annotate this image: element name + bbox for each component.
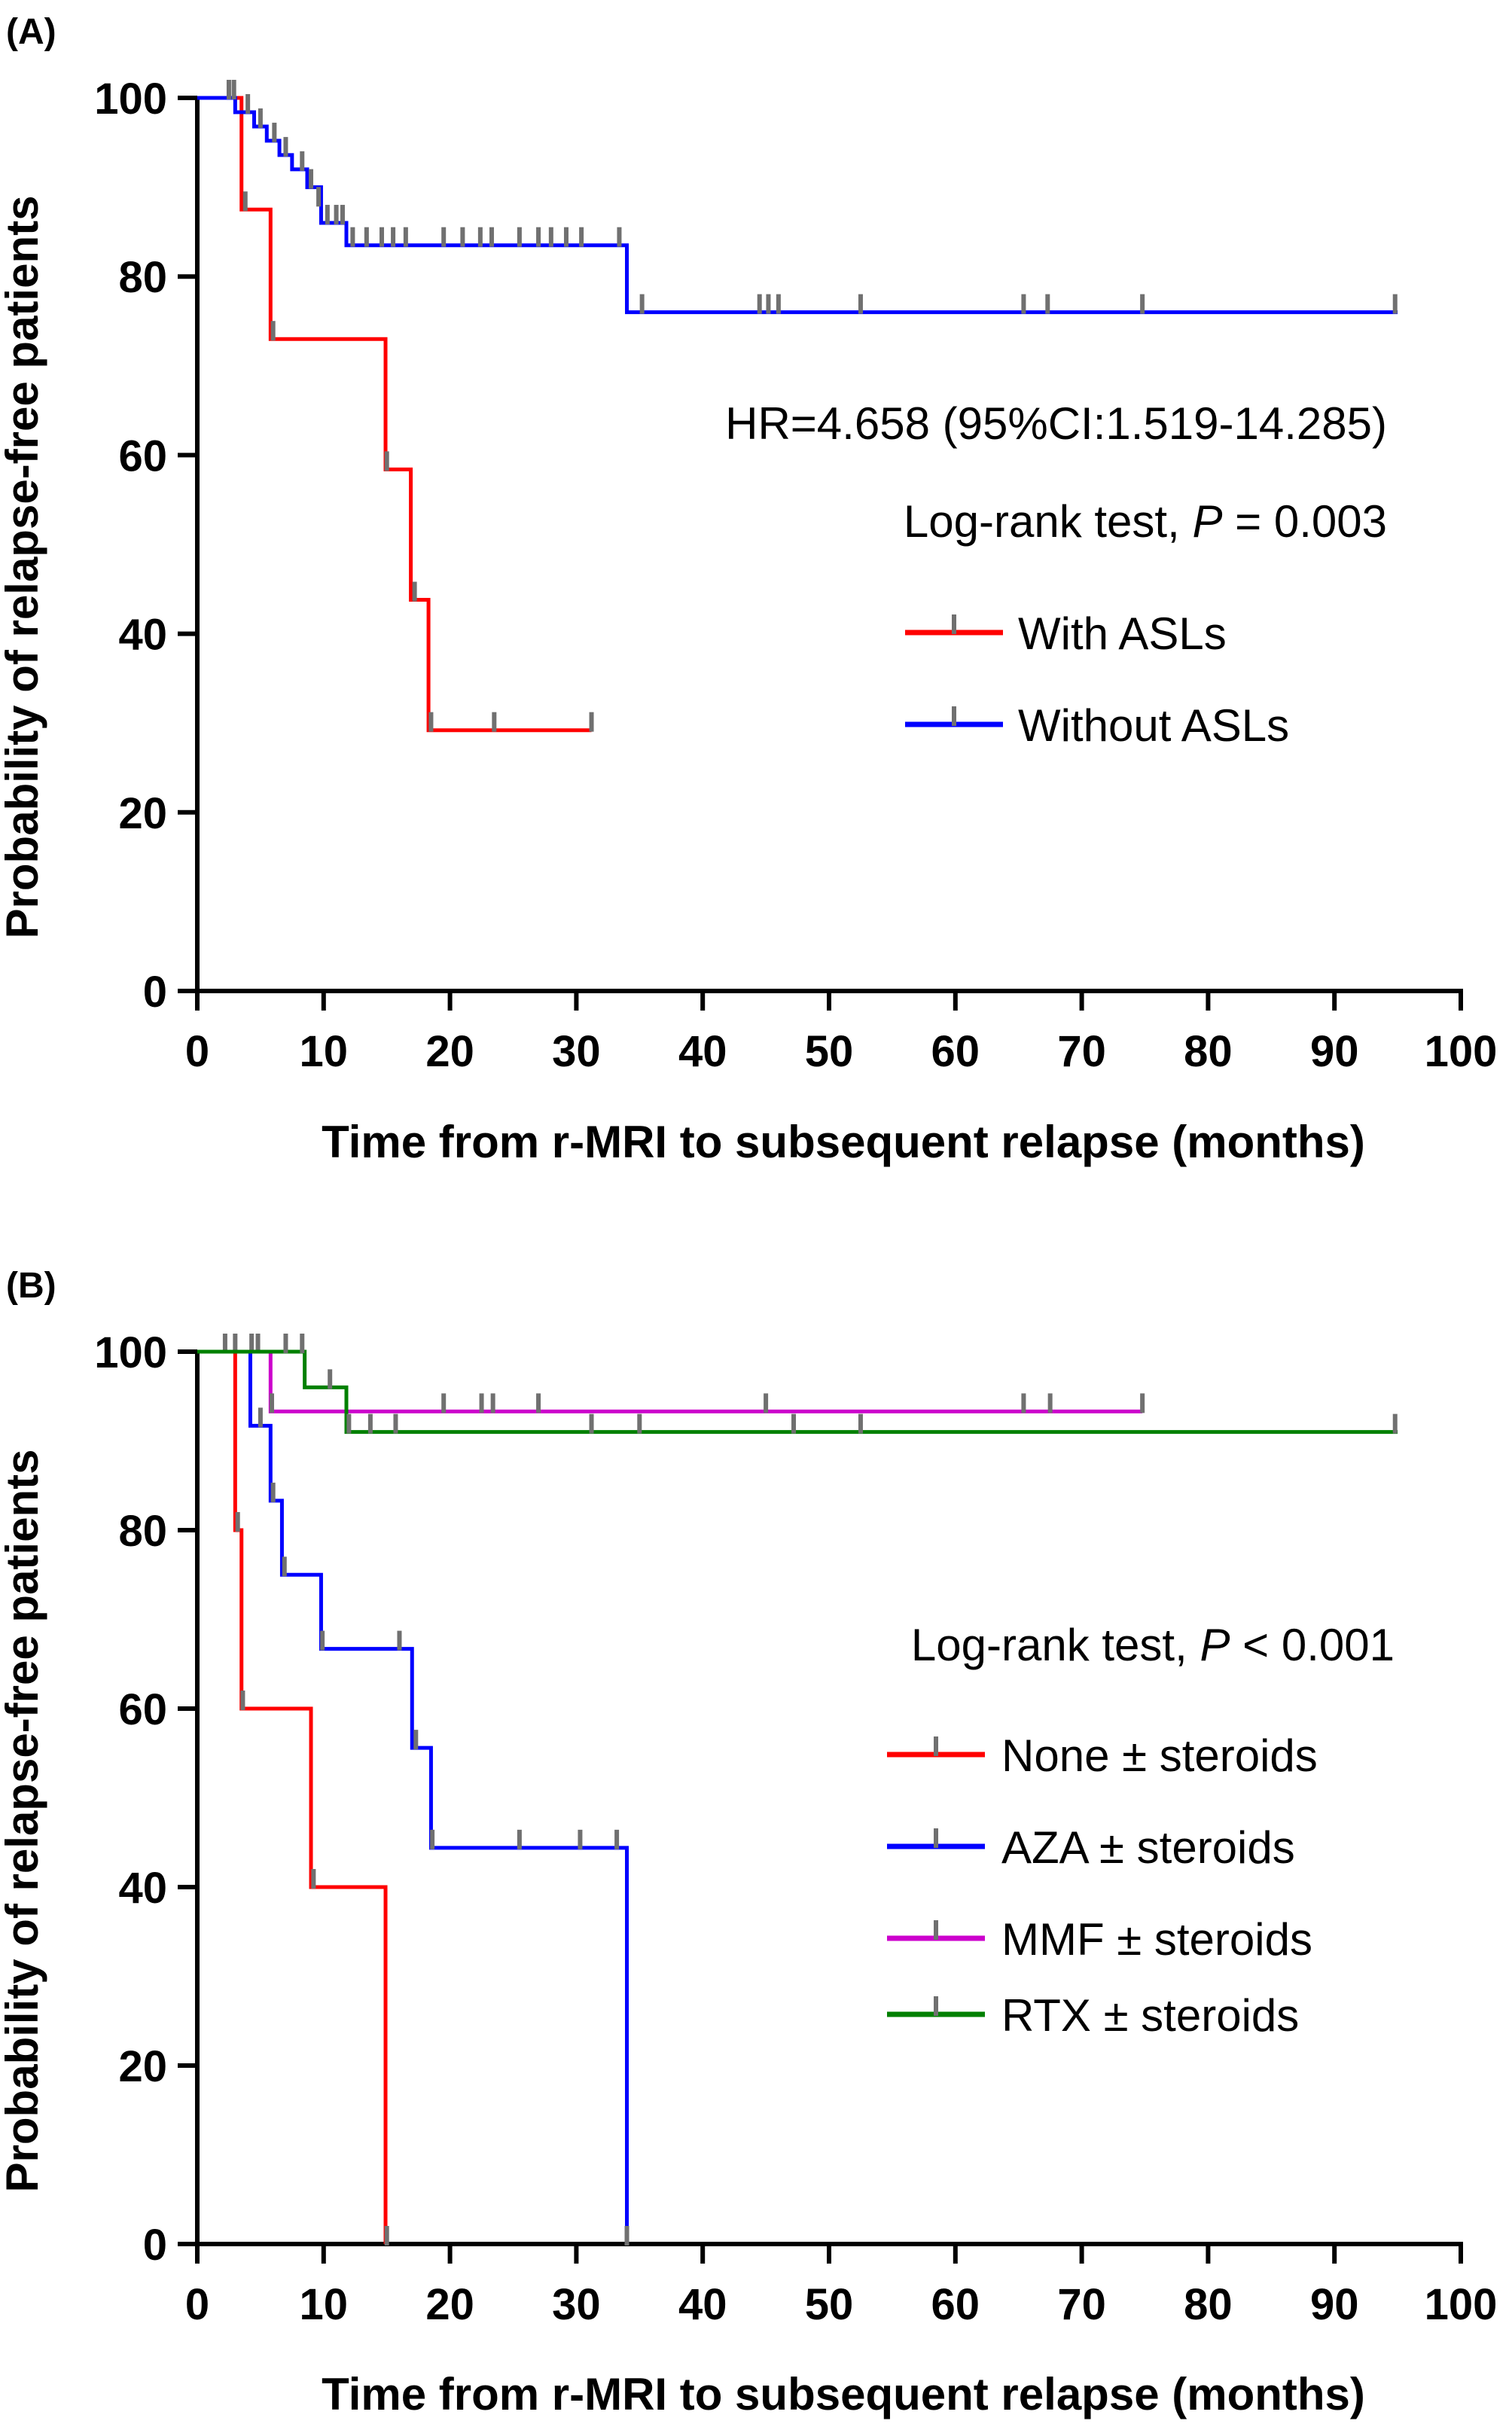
x-tick-label: 20 [425,2280,474,2329]
y-tick-label: 80 [118,1507,167,1556]
x-tick-label: 40 [678,2280,727,2329]
legend-label: None ± steroids [1001,1730,1318,1781]
panel-b: (B) 0 20 40 60 80 100 0 10 20 30 40 50 60 70 80 90 100 L… [0,1266,1497,2419]
x-tick-label: 90 [1310,2280,1359,2329]
y-tick-label: 40 [118,611,167,660]
legend-label: MMF ± steroids [1001,1914,1312,1965]
legend-label: Without ASLs [1018,700,1289,751]
panel-b-axes: 0 20 40 60 80 100 0 10 20 30 40 50 60 70 80 90 100 [94,1328,1497,2329]
x-tick-label: 30 [552,1027,601,1076]
panel-a-series [197,80,1398,733]
panel-a-axes: 0 20 40 60 80 100 0 10 20 30 40 50 60 70 80 90 100 [94,75,1497,1076]
x-tick-label: 30 [552,2280,601,2329]
x-tick-label: 100 [1425,2280,1498,2329]
x-axis-label-a: Time from r-MRI to subsequent relapse (m… [322,1117,1365,1167]
km-curve-4 [197,1349,1398,1435]
log-rank-annotation-b: Log-rank test, P < 0.001 [911,1620,1395,1670]
x-tick-label: 100 [1425,1027,1498,1076]
panel-label-a: (A) [6,12,56,52]
x-tick-label: 60 [931,2280,980,2329]
panel-b-legend: None ± steroids AZA ± steroids MMF ± stero… [887,1730,1318,2041]
legend-label: AZA ± steroids [1001,1822,1295,1873]
x-tick-label: 40 [678,1027,727,1076]
km-curve-1 [197,1349,388,2244]
y-tick-label: 20 [118,2042,167,2091]
x-tick-label: 50 [805,1027,854,1076]
y-tick-label: 40 [118,1864,167,1913]
y-axis-label-a: Probability of relapse-free patients [0,196,47,939]
x-tick-label: 0 [185,1027,209,1076]
legend-label: RTX ± steroids [1001,1990,1299,2041]
x-tick-label: 80 [1184,1027,1233,1076]
x-axis-label-b: Time from r-MRI to subsequent relapse (m… [322,2369,1365,2419]
y-tick-label: 0 [143,2221,167,2270]
x-tick-label: 90 [1310,1027,1359,1076]
y-tick-label: 20 [118,789,167,838]
km-curve-3 [197,1349,1143,1413]
x-tick-label: 60 [931,1027,980,1076]
km-curve-2 [197,96,1398,315]
y-tick-label: 80 [118,253,167,302]
km-curve-2 [197,1349,629,2244]
panel-label-b: (B) [6,1266,56,1306]
x-tick-label: 70 [1057,2280,1106,2329]
x-tick-label: 10 [300,1027,349,1076]
km-curve-1 [197,96,592,733]
x-tick-label: 70 [1057,1027,1106,1076]
y-tick-label: 60 [118,431,167,480]
x-tick-label: 20 [425,1027,474,1076]
x-tick-label: 50 [805,2280,854,2329]
y-tick-label: 0 [143,968,167,1017]
x-tick-label: 0 [185,2280,209,2329]
panel-a: (A) 0 20 40 60 80 100 0 10 20 30 40 50 60 70 80 90 100 H… [0,12,1497,1167]
panel-b-series [197,1334,1398,2246]
panel-a-legend: With ASLs Without ASLs [905,608,1289,751]
hazard-ratio-annotation: HR=4.658 (95%CI:1.519-14.285) [725,398,1387,449]
legend-label: With ASLs [1018,608,1227,659]
y-axis-label-b: Probability of relapse-free patients [0,1450,47,2193]
x-tick-label: 10 [300,2280,349,2329]
log-rank-annotation-a: Log-rank test, P = 0.003 [904,496,1387,547]
y-tick-label: 60 [118,1685,167,1734]
x-tick-label: 80 [1184,2280,1233,2329]
y-tick-label: 100 [94,75,167,123]
y-tick-label: 100 [94,1328,167,1377]
